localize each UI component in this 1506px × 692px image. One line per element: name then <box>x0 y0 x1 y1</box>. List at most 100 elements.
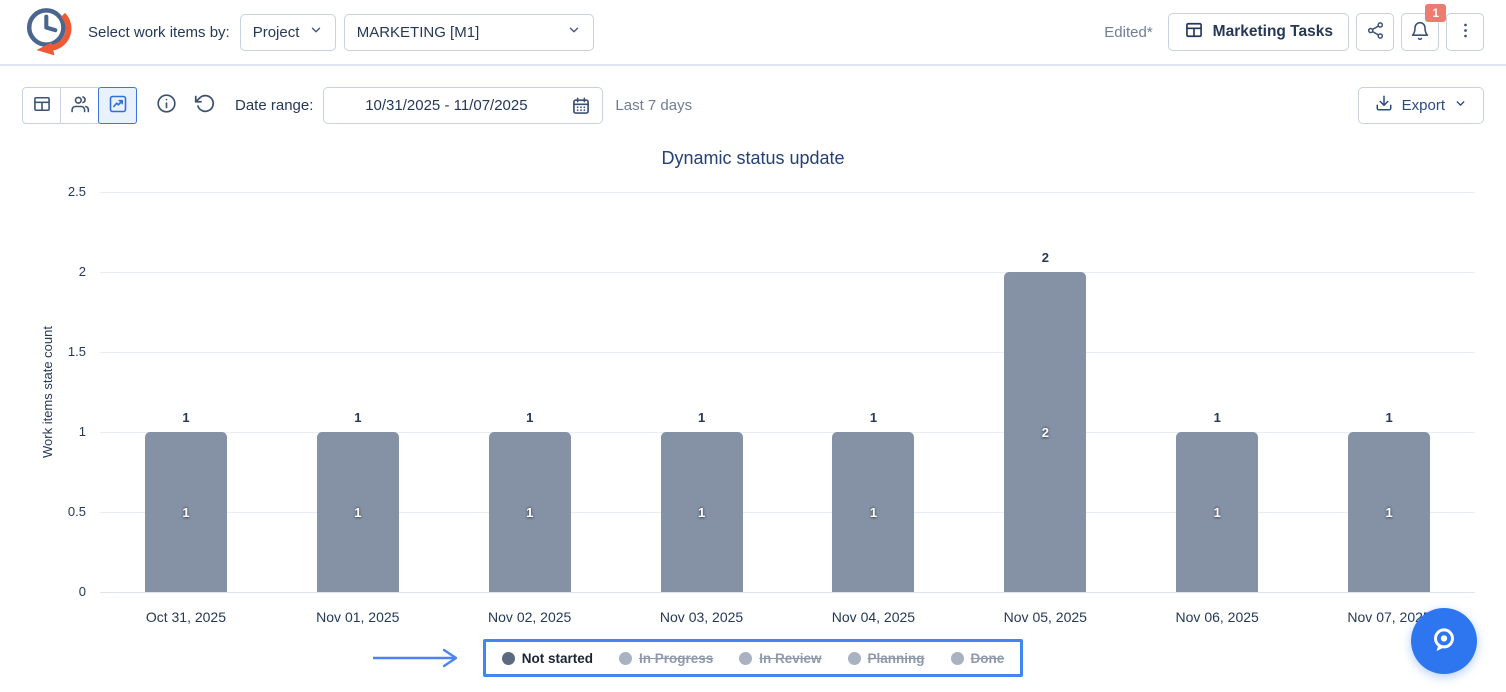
date-range-input[interactable]: 10/31/2025 - 11/07/2025 <box>323 86 604 124</box>
download-icon <box>1375 94 1393 116</box>
info-button[interactable] <box>153 92 179 118</box>
bar-nov-04-2025[interactable] <box>832 432 915 592</box>
header-right-group: Edited* Marketing Tasks 1 <box>1104 4 1484 51</box>
bar-nov-07-2025[interactable] <box>1348 432 1431 592</box>
bar-inner-value-label: 1 <box>1213 505 1221 520</box>
annotation-arrow <box>373 648 458 668</box>
share-icon <box>1366 21 1385 43</box>
chart-view-icon <box>108 94 128 117</box>
legend-item-planning[interactable]: Planning <box>847 650 925 666</box>
bar-inner-value-label: 2 <box>1041 425 1049 440</box>
x-axis-label: Nov 02, 2025 <box>488 609 572 625</box>
chart-view-button[interactable] <box>98 86 137 124</box>
marketing-tasks-button[interactable]: Marketing Tasks <box>1167 13 1349 51</box>
table-icon <box>1184 20 1204 45</box>
bar-value-label: 1 <box>1213 410 1221 425</box>
legend-label: In Review <box>759 650 822 666</box>
y-tick-label: 0.5 <box>67 504 86 519</box>
gridline <box>100 352 1475 353</box>
legend-item-in-review[interactable]: In Review <box>739 650 822 666</box>
legend-item-not-started[interactable]: Not started <box>501 650 593 666</box>
bar-value-label: 1 <box>182 410 190 425</box>
bar-nov-06-2025[interactable] <box>1176 432 1259 592</box>
date-range-label: Date range: <box>235 96 314 114</box>
chart-title: Dynamic status update <box>661 148 845 168</box>
bar-chart-plot-area: 1 1 Oct 31, 2025 1 1 Nov 01, 2025 1 1 Nov 02, 20… <box>100 192 1475 625</box>
legend-label: Not started <box>521 650 593 666</box>
bar-value-label: 1 <box>526 410 534 425</box>
notification-badge: 1 <box>1425 4 1446 22</box>
bar-nov-02-2025[interactable] <box>488 432 571 592</box>
reset-icon <box>194 93 215 117</box>
marketing-tasks-label: Marketing Tasks <box>1212 23 1333 40</box>
date-range-hint: Last 7 days <box>615 96 693 114</box>
more-menu-button[interactable] <box>1446 13 1484 51</box>
export-label: Export <box>1401 96 1445 114</box>
edited-indicator: Edited* <box>1104 23 1153 41</box>
bar-value-label: 1 <box>869 410 878 425</box>
bar-nov-05-2025[interactable] <box>1004 272 1087 592</box>
people-view-button[interactable] <box>60 86 99 124</box>
calendar-icon[interactable] <box>571 96 591 120</box>
table-view-icon <box>32 94 52 117</box>
legend-dot <box>847 651 861 665</box>
x-axis-label: Nov 05, 2025 <box>1003 609 1087 625</box>
legend-label: In Progress <box>638 650 714 666</box>
info-icon <box>156 93 177 117</box>
bar-value-label: 1 <box>697 410 706 425</box>
bar-nov-03-2025[interactable] <box>660 432 743 592</box>
y-tick-label: 2.5 <box>67 184 86 199</box>
chevron-down-icon <box>567 23 581 41</box>
legend-item-in-progress[interactable]: In Progress <box>618 650 714 666</box>
bell-icon <box>1410 21 1430 44</box>
x-axis-label: Nov 03, 2025 <box>659 609 744 625</box>
bar-oct-31-2025[interactable] <box>144 432 227 592</box>
notifications-button[interactable]: 1 <box>1401 4 1446 51</box>
legend-dot <box>501 651 515 665</box>
bar-inner-value-label: 1 <box>697 505 706 520</box>
gridline <box>100 272 1475 273</box>
x-axis-label: Nov 01, 2025 <box>316 609 400 625</box>
x-axis-label: Nov 06, 2025 <box>1175 609 1259 625</box>
reset-button[interactable] <box>191 92 217 118</box>
x-axis-label: Nov 07, 2025 <box>1347 609 1431 625</box>
share-button[interactable] <box>1356 13 1394 51</box>
app-logo-clock-icon[interactable] <box>22 3 76 61</box>
search-fab-button[interactable] <box>1411 608 1477 674</box>
gridline <box>100 512 1475 513</box>
work-items-by-value: Project <box>252 23 300 41</box>
bar-value-label: 1 <box>1385 410 1393 425</box>
legend-label: Done <box>970 650 1005 666</box>
people-view-icon <box>70 94 90 117</box>
gridline <box>100 592 1475 593</box>
chevron-down-icon <box>309 23 323 41</box>
x-axis-label: Nov 04, 2025 <box>831 609 916 625</box>
bar-value-label: 2 <box>1041 250 1049 265</box>
chart-legend: Not started In Progress In Review Planning D… <box>483 639 1023 677</box>
x-axis-label: Oct 31, 2025 <box>145 609 227 625</box>
legend-item-done[interactable]: Done <box>950 650 1005 666</box>
bar-value-label: 1 <box>354 410 362 425</box>
export-button[interactable]: Export <box>1357 86 1484 124</box>
bar-nov-01-2025[interactable] <box>316 432 399 592</box>
y-axis-title: Work items state count <box>40 326 55 458</box>
legend-dot <box>618 651 632 665</box>
bar-inner-value-label: 1 <box>354 505 362 520</box>
legend-dot <box>739 651 753 665</box>
legend-dot <box>950 651 964 665</box>
project-dropdown[interactable]: MARKETING [M1] <box>343 13 594 51</box>
bar-inner-value-label: 1 <box>1385 505 1393 520</box>
report-toolbar: Date range: 10/31/2025 - 11/07/2025 Last… <box>22 86 1484 124</box>
table-view-button[interactable] <box>22 86 61 124</box>
work-items-by-dropdown[interactable]: Project <box>239 13 336 51</box>
bar-inner-value-label: 1 <box>869 505 878 520</box>
y-tick-label: 1.5 <box>67 344 86 359</box>
search-bubble-icon <box>1427 623 1461 660</box>
y-tick-label: 1 <box>78 424 86 439</box>
legend-label: Planning <box>867 650 925 666</box>
select-work-items-label: Select work items by: <box>88 23 230 41</box>
chevron-down-icon <box>1454 97 1467 114</box>
y-tick-label: 2 <box>78 264 86 279</box>
gridline <box>100 432 1475 433</box>
